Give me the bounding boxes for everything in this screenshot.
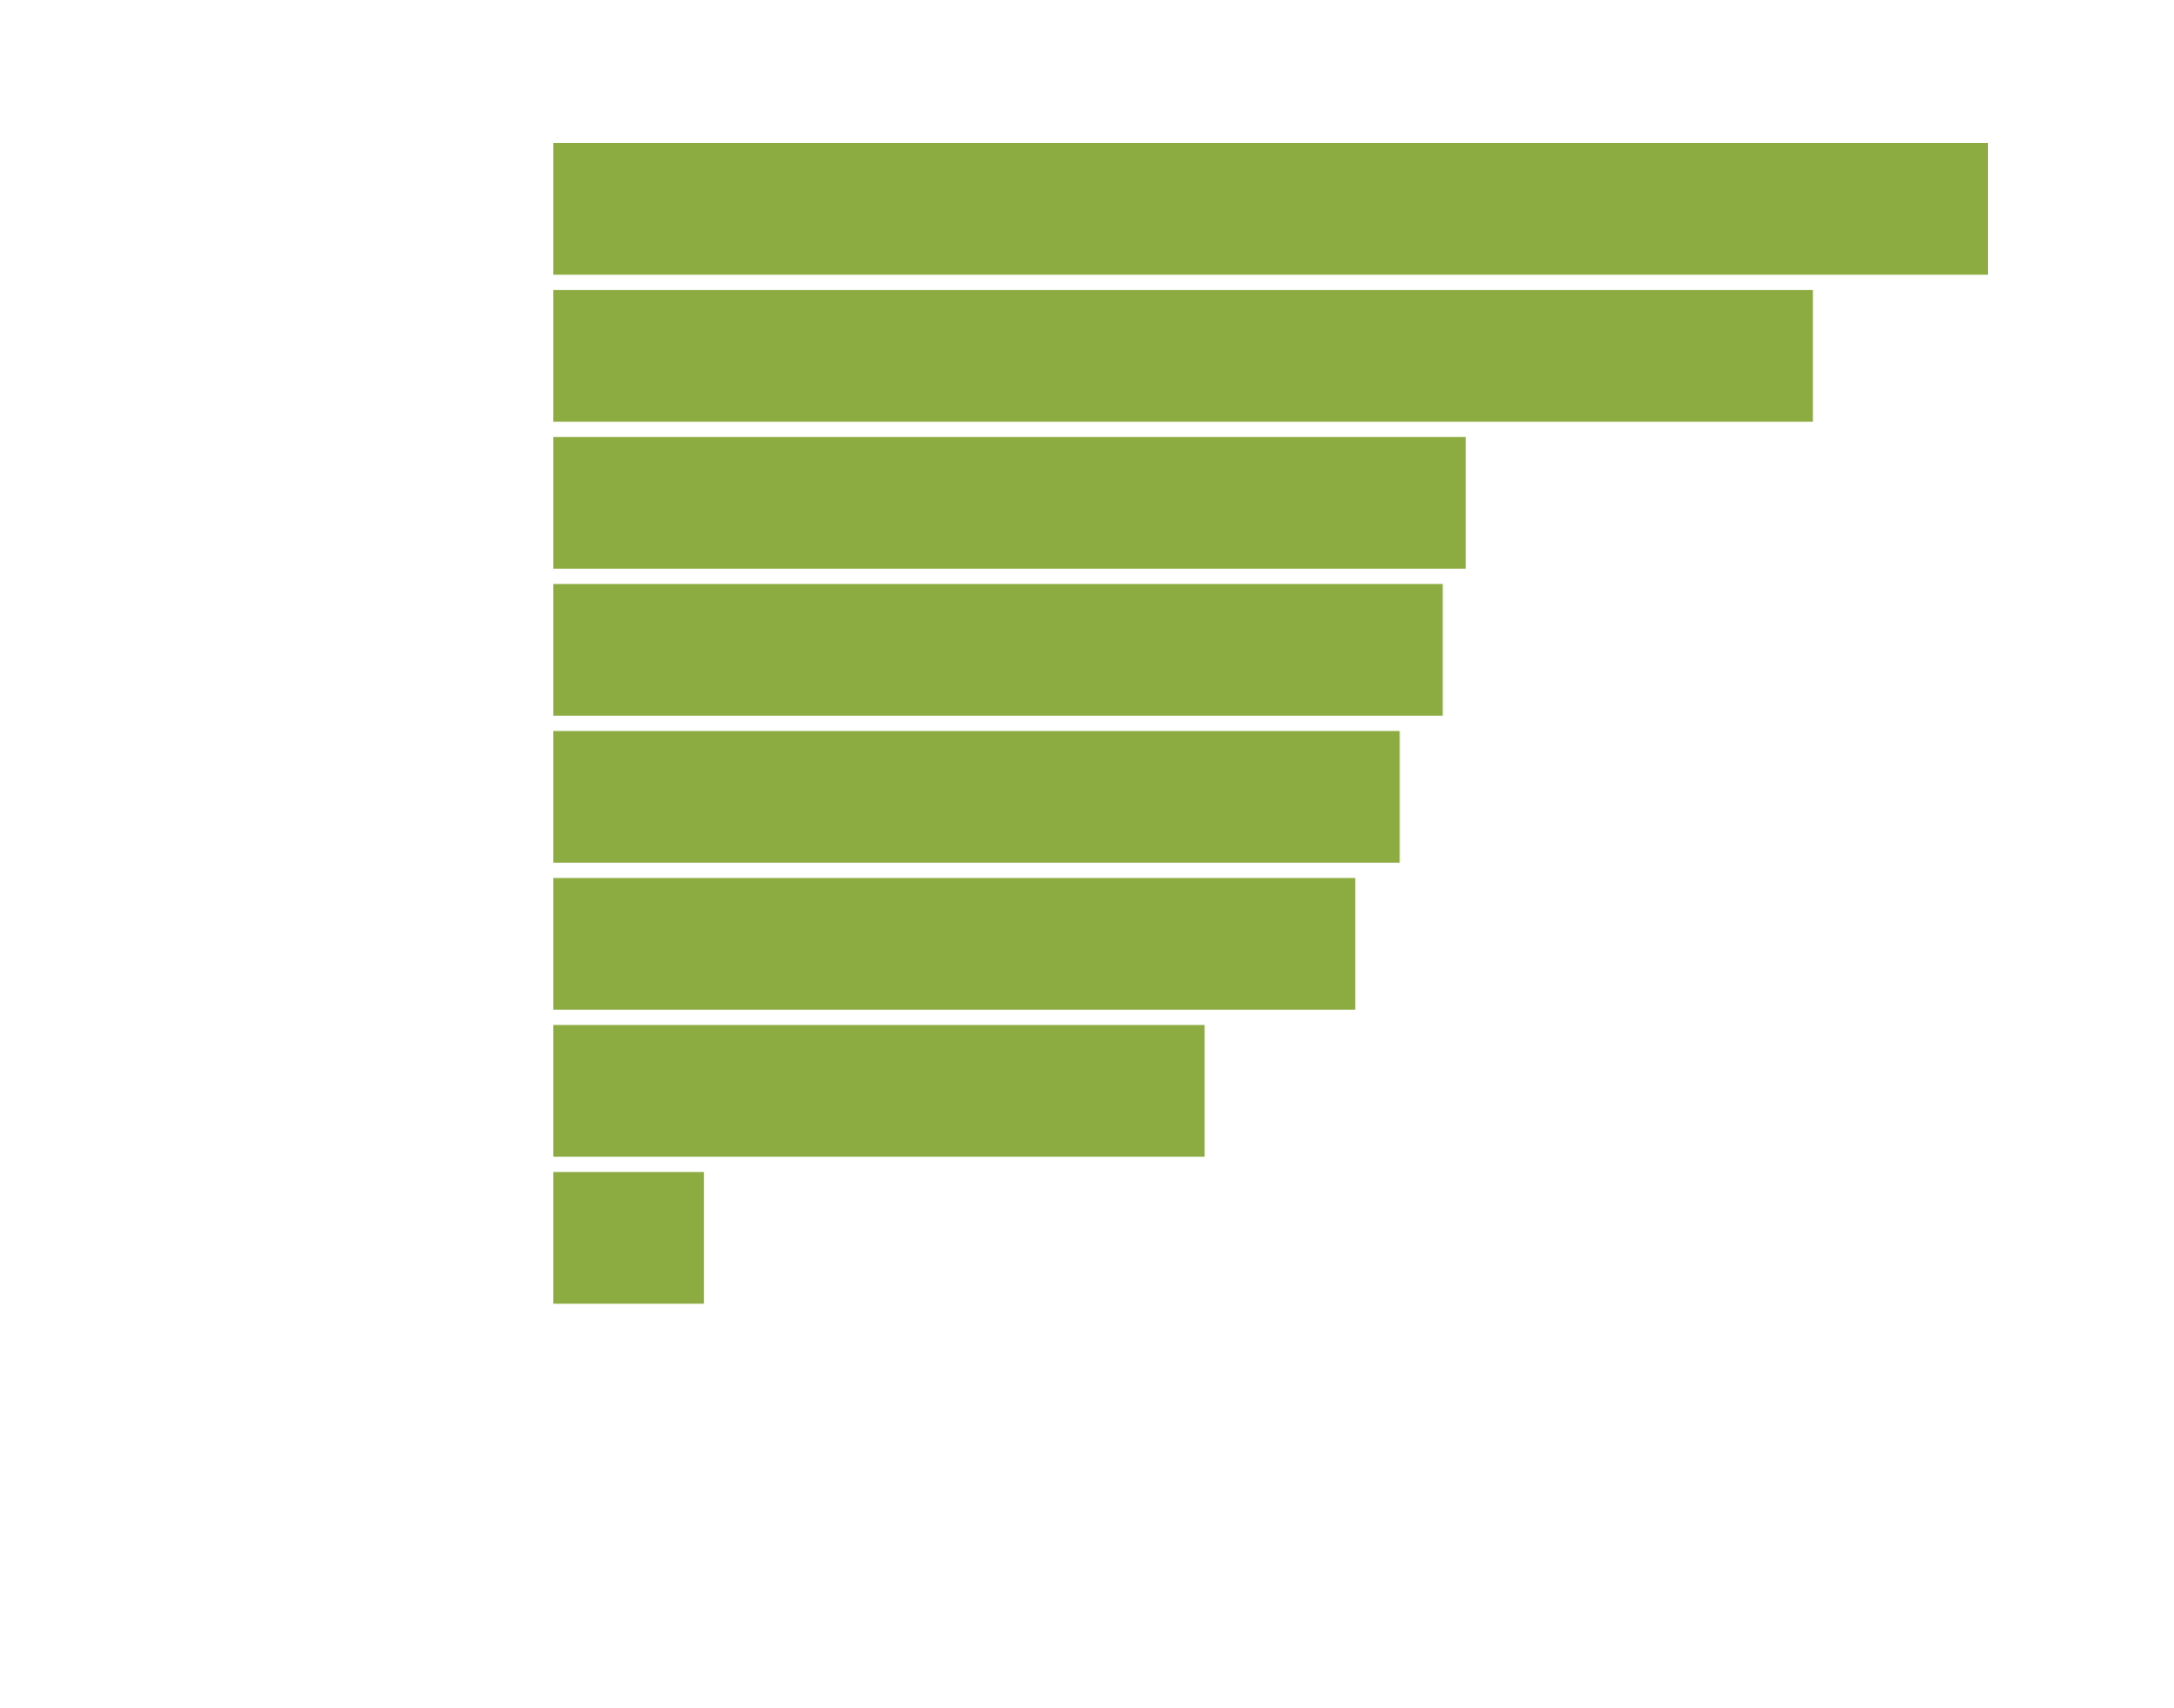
bar <box>553 437 1466 569</box>
bar <box>553 878 1355 1010</box>
bar <box>553 143 1988 275</box>
bar <box>553 731 1400 863</box>
bar <box>553 1024 1205 1158</box>
bar <box>553 290 1814 422</box>
bar <box>553 1171 704 1305</box>
bar <box>553 584 1443 716</box>
